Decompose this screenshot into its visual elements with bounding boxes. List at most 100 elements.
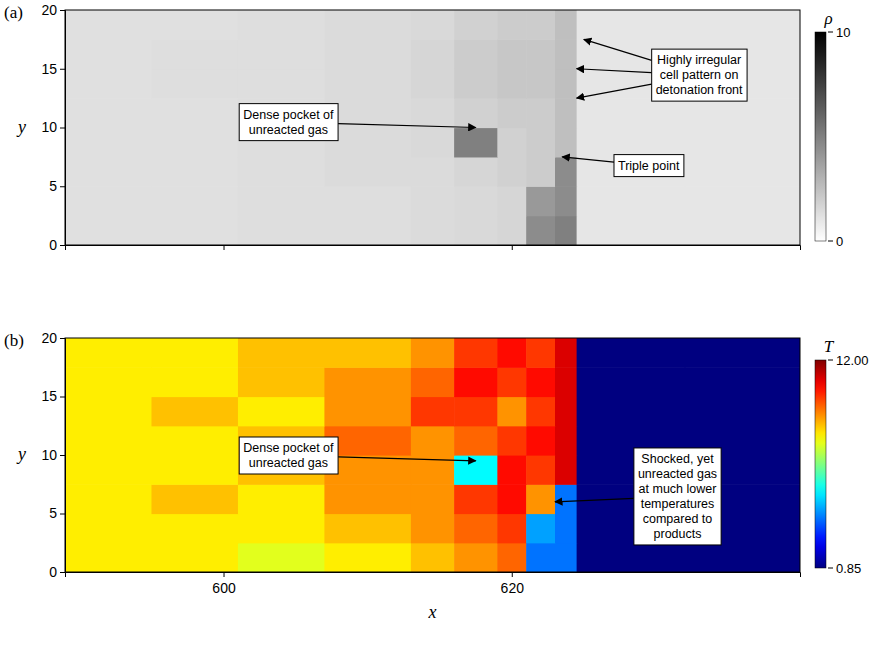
cell bbox=[497, 69, 526, 99]
annotation-arrow bbox=[338, 457, 476, 461]
y-tick-label: 15 bbox=[41, 61, 57, 77]
cell bbox=[151, 514, 238, 544]
cell bbox=[65, 338, 152, 368]
annotation: Shocked, yetunreacted gasat much lowerte… bbox=[634, 448, 721, 545]
panel: 05101520y(a)ρ010Dense pocket ofunreacted… bbox=[4, 2, 850, 253]
cell bbox=[685, 216, 800, 245]
cell bbox=[238, 514, 325, 544]
cell bbox=[411, 216, 455, 245]
cell bbox=[526, 455, 555, 485]
annotation: Triple point bbox=[614, 155, 684, 177]
cell bbox=[324, 397, 411, 427]
annotations: Dense pocket ofunreacted gas Triple point… bbox=[239, 39, 747, 176]
cell bbox=[526, 484, 555, 514]
cell bbox=[238, 157, 325, 187]
annotation: Dense pocket ofunreacted gas bbox=[239, 104, 338, 141]
x-tick-mark bbox=[224, 245, 225, 250]
cell bbox=[151, 455, 238, 485]
cell bbox=[411, 39, 455, 69]
cell bbox=[65, 484, 152, 514]
cell bbox=[555, 186, 577, 216]
y-tick-mark bbox=[60, 128, 65, 129]
y-axis-line bbox=[60, 11, 66, 246]
x-tick-mark bbox=[512, 245, 513, 250]
cell bbox=[151, 128, 238, 158]
cell bbox=[151, 10, 238, 40]
cell bbox=[555, 543, 577, 572]
cell bbox=[65, 216, 152, 245]
cell bbox=[685, 543, 800, 572]
cell bbox=[497, 128, 526, 158]
cell bbox=[685, 367, 800, 397]
cell bbox=[685, 338, 800, 368]
annotation-arrow bbox=[584, 39, 652, 60]
cell bbox=[577, 157, 686, 187]
cell bbox=[454, 186, 498, 216]
cell bbox=[454, 455, 498, 485]
colorbar-title: T bbox=[824, 337, 835, 356]
cell bbox=[577, 543, 686, 572]
colorbar-tick-label: 12.00 bbox=[836, 353, 869, 368]
cell bbox=[577, 397, 686, 427]
cell bbox=[526, 367, 555, 397]
cell bbox=[324, 157, 411, 187]
cell bbox=[238, 367, 325, 397]
annotation-box bbox=[614, 155, 684, 177]
cell bbox=[497, 426, 526, 456]
cell bbox=[685, 10, 800, 40]
y-axis-title: y bbox=[16, 117, 26, 137]
cell bbox=[454, 367, 498, 397]
annotation-arrow bbox=[562, 157, 614, 162]
cell bbox=[411, 397, 455, 427]
x-tick: 600 bbox=[212, 572, 236, 596]
cell bbox=[454, 484, 498, 514]
x-axis bbox=[66, 245, 801, 250]
cell bbox=[526, 69, 555, 99]
colorbar-tick bbox=[828, 360, 833, 361]
annotation: Dense pocket ofunreacted gas bbox=[239, 437, 338, 474]
annotation-box bbox=[634, 448, 721, 545]
annotation-box bbox=[239, 104, 338, 141]
cell bbox=[411, 10, 455, 40]
field bbox=[65, 338, 800, 572]
cell bbox=[555, 455, 577, 485]
cell bbox=[577, 98, 686, 128]
annotation-text: Shocked, yetunreacted gasat much lowerte… bbox=[638, 452, 717, 541]
colorbar-title: ρ bbox=[823, 9, 832, 28]
cell bbox=[151, 484, 238, 514]
cell bbox=[555, 484, 577, 514]
cell bbox=[65, 455, 152, 485]
y-tick: 0 bbox=[49, 237, 65, 253]
cell bbox=[685, 186, 800, 216]
y-tick-mark bbox=[60, 514, 65, 515]
cell bbox=[324, 338, 411, 368]
annotation-arrow bbox=[555, 498, 634, 501]
cell bbox=[497, 10, 526, 40]
cell bbox=[238, 397, 325, 427]
cell bbox=[454, 216, 498, 245]
cell bbox=[526, 128, 555, 158]
cell bbox=[497, 484, 526, 514]
y-tick-label: 5 bbox=[49, 178, 57, 194]
cell bbox=[65, 426, 152, 456]
cell bbox=[151, 216, 238, 245]
annotation-box bbox=[652, 49, 747, 101]
cell bbox=[65, 186, 152, 216]
cell bbox=[577, 128, 686, 158]
annotation: Highly irregularcell pattern ondetonatio… bbox=[652, 49, 747, 101]
cell bbox=[238, 543, 325, 572]
cell bbox=[577, 10, 686, 40]
cell bbox=[526, 10, 555, 40]
y-tick: 10 bbox=[41, 447, 65, 463]
cell bbox=[526, 397, 555, 427]
x-axis-line bbox=[66, 246, 801, 251]
cell bbox=[685, 128, 800, 158]
cell bbox=[577, 216, 686, 245]
y-tick-mark bbox=[60, 186, 65, 187]
cell bbox=[151, 39, 238, 69]
y-tick-label: 20 bbox=[41, 330, 57, 346]
y-tick: 20 bbox=[41, 330, 65, 346]
cell bbox=[685, 157, 800, 187]
cell bbox=[151, 426, 238, 456]
y-tick: 20 bbox=[41, 2, 65, 18]
